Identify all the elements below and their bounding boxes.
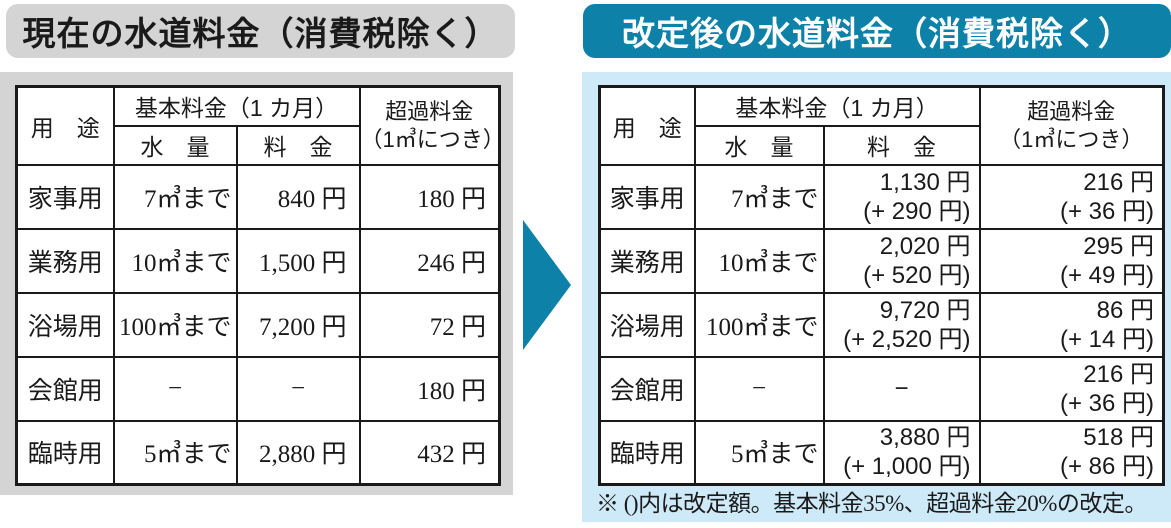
charge-cell: 2,880 円	[235, 419, 361, 486]
excess-value: 216 円	[1083, 168, 1154, 196]
header-usage: 用 途	[15, 85, 115, 166]
charge-cell: −	[235, 355, 361, 422]
excess-cell: 518 円 (+ 86 円)	[978, 419, 1165, 486]
excess-value: 295 円	[1083, 232, 1154, 260]
excess-cell: 246 円	[358, 227, 501, 294]
revision-note: ※ ()内は改定額。基本料金35%、超過料金20%の改定。	[596, 491, 1147, 516]
header-charge: 料 金	[235, 124, 361, 166]
table-row: 臨時用 5㎥まで 3,880 円 (+ 1,000 円) 518 円 (+ 86…	[598, 419, 1165, 486]
header-excess-line2: （1㎥につき）	[360, 126, 500, 152]
header-charge: 料 金	[822, 124, 981, 166]
charge-delta: (+ 290 円)	[863, 197, 971, 225]
current-rates-title-bar: 現在の水道料金（消費税除く）	[6, 4, 515, 58]
revised-rates-table: 用 途 基本料金（1 カ月） 超過料金 （1㎥につき） 水 量 料 金 家事用 …	[598, 85, 1165, 486]
revised-rates-title-bar: 改定後の水道料金（消費税除く）	[583, 4, 1171, 58]
excess-cell: 72 円	[358, 291, 501, 358]
usage-cell: 業務用	[15, 227, 115, 294]
charge-cell: −	[822, 355, 981, 422]
excess-cell: 86 円 (+ 14 円)	[978, 291, 1165, 358]
excess-cell: 295 円 (+ 49 円)	[978, 227, 1165, 294]
charge-cell: 7,200 円	[235, 291, 361, 358]
charge-value: 1,130 円	[879, 168, 971, 196]
charge-value: 3,880 円	[879, 424, 971, 452]
usage-cell: 臨時用	[598, 419, 696, 486]
header-excess-line1: 超過料金	[1027, 99, 1116, 125]
charge-cell: 1,130 円 (+ 290 円)	[822, 163, 981, 230]
revised-rates-title: 改定後の水道料金（消費税除く）	[622, 15, 1132, 52]
volume-cell: −	[693, 355, 825, 422]
usage-cell: 業務用	[598, 227, 696, 294]
table-row: 臨時用 5㎥まで 2,880 円 432 円	[15, 419, 501, 486]
table-row: 家事用 7㎥まで 1,130 円 (+ 290 円) 216 円 (+ 36 円…	[598, 163, 1165, 230]
table-row: 業務用 10㎥まで 2,020 円 (+ 520 円) 295 円 (+ 49 …	[598, 227, 1165, 294]
header-basic-charge: 基本料金（1 カ月）	[693, 85, 981, 127]
volume-cell: 10㎥まで	[112, 227, 238, 294]
excess-cell: 432 円	[358, 419, 501, 486]
volume-cell: 7㎥まで	[112, 163, 238, 230]
excess-delta: (+ 86 円)	[1059, 453, 1154, 481]
header-volume: 水 量	[693, 124, 825, 166]
current-rates-title: 現在の水道料金（消費税除く）	[22, 15, 499, 52]
volume-cell: 5㎥まで	[112, 419, 238, 486]
header-excess-charge: 超過料金 （1㎥につき）	[358, 85, 501, 166]
header-excess-line1: 超過料金	[385, 99, 474, 125]
current-rates-panel: 用 途 基本料金（1 カ月） 超過料金 （1㎥につき） 水 量 料 金 家事用 …	[0, 72, 513, 495]
header-excess-charge: 超過料金 （1㎥につき）	[978, 85, 1165, 166]
arrow-right-icon	[523, 220, 571, 350]
excess-value: 518 円	[1083, 424, 1154, 452]
excess-delta: (+ 36 円)	[1059, 389, 1154, 417]
volume-cell: 100㎥まで	[112, 291, 238, 358]
usage-cell: 会館用	[15, 355, 115, 422]
charge-value: 9,720 円	[879, 296, 971, 324]
volume-cell: 5㎥まで	[693, 419, 825, 486]
usage-cell: 家事用	[15, 163, 115, 230]
excess-delta: (+ 49 円)	[1059, 261, 1154, 289]
excess-cell: 216 円 (+ 36 円)	[978, 355, 1165, 422]
excess-cell: 180 円	[358, 355, 501, 422]
volume-cell: 100㎥まで	[693, 291, 825, 358]
usage-cell: 浴場用	[598, 291, 696, 358]
charge-cell: 840 円	[235, 163, 361, 230]
table-row: 浴場用 100㎥まで 9,720 円 (+ 2,520 円) 86 円 (+ 1…	[598, 291, 1165, 358]
volume-cell: 7㎥まで	[693, 163, 825, 230]
charge-value: 2,020 円	[879, 232, 971, 260]
usage-cell: 家事用	[598, 163, 696, 230]
usage-cell: 臨時用	[15, 419, 115, 486]
table-row: 会館用 − − 180 円	[15, 355, 501, 422]
excess-cell: 216 円 (+ 36 円)	[978, 163, 1165, 230]
header-basic-charge: 基本料金（1 カ月）	[112, 85, 361, 127]
excess-cell: 180 円	[358, 163, 501, 230]
excess-delta: (+ 14 円)	[1059, 325, 1154, 353]
charge-value: −	[894, 375, 909, 402]
table-row: 浴場用 100㎥まで 7,200 円 72 円	[15, 291, 501, 358]
current-rates-table: 用 途 基本料金（1 カ月） 超過料金 （1㎥につき） 水 量 料 金 家事用 …	[15, 85, 501, 486]
excess-delta: (+ 36 円)	[1059, 197, 1154, 225]
revised-rates-panel: 用 途 基本料金（1 カ月） 超過料金 （1㎥につき） 水 量 料 金 家事用 …	[582, 72, 1171, 522]
header-excess-line2: （1㎥につき）	[999, 126, 1144, 152]
charge-cell: 1,500 円	[235, 227, 361, 294]
charge-delta: (+ 1,000 円)	[843, 453, 971, 481]
header-volume: 水 量	[112, 124, 238, 166]
table-row: 家事用 7㎥まで 840 円 180 円	[15, 163, 501, 230]
table-row: 業務用 10㎥まで 1,500 円 246 円	[15, 227, 501, 294]
charge-delta: (+ 520 円)	[863, 261, 971, 289]
volume-cell: 10㎥まで	[693, 227, 825, 294]
usage-cell: 会館用	[598, 355, 696, 422]
excess-value: 86 円	[1096, 296, 1154, 324]
excess-value: 216 円	[1083, 360, 1154, 388]
header-usage: 用 途	[598, 85, 696, 166]
table-row: 会館用 − − 216 円 (+ 36 円)	[598, 355, 1165, 422]
charge-cell: 9,720 円 (+ 2,520 円)	[822, 291, 981, 358]
usage-cell: 浴場用	[15, 291, 115, 358]
charge-cell: 2,020 円 (+ 520 円)	[822, 227, 981, 294]
charge-delta: (+ 2,520 円)	[843, 325, 971, 353]
volume-cell: −	[112, 355, 238, 422]
charge-cell: 3,880 円 (+ 1,000 円)	[822, 419, 981, 486]
